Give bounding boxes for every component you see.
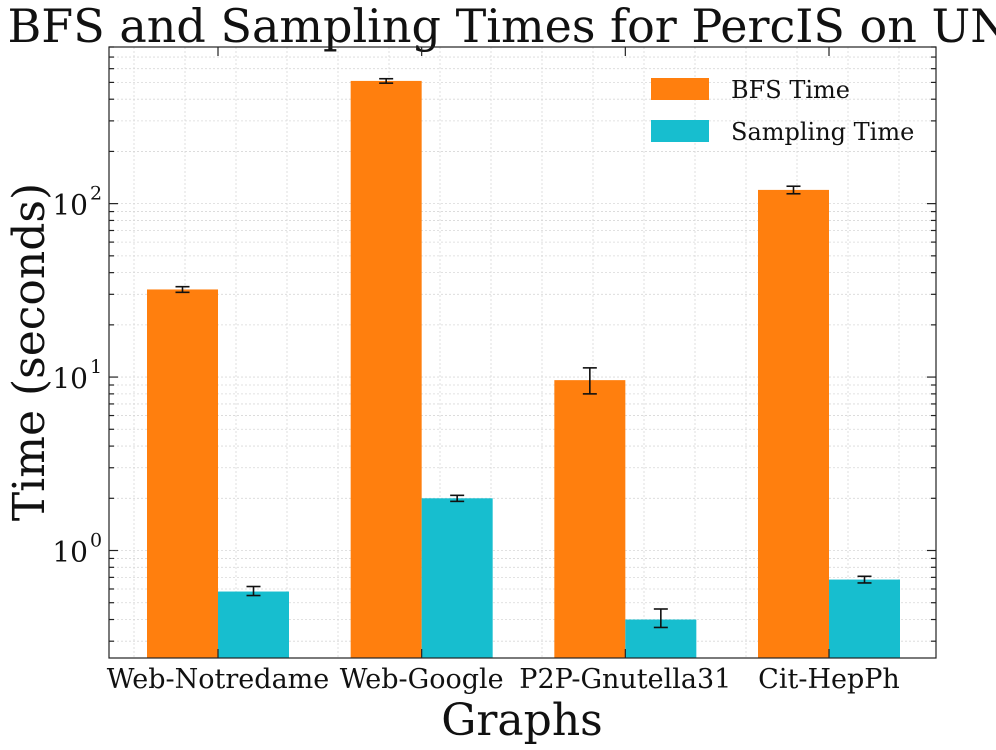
axis-ticks (109, 46, 936, 658)
category-label: Web-Notredame (107, 664, 330, 695)
y-tick-base: 10 (52, 189, 88, 222)
legend-label: Sampling Time (731, 118, 914, 146)
error-bars (175, 77, 872, 629)
bar-bfs-time (350, 80, 422, 658)
y-tick-exponent: 2 (90, 183, 102, 205)
y-tick-base: 10 (52, 536, 88, 569)
x-tick-labels: Web-Notredame Web-Google P2P-Gnutella31 Cit… (107, 664, 900, 695)
legend: BFS Time Sampling Time (651, 76, 914, 146)
y-tick-exponent: 1 (90, 356, 102, 378)
bar-sampling-time (218, 591, 289, 658)
y-tick-label: 10 1 (52, 356, 102, 395)
bar-sampling-time (421, 498, 493, 658)
legend-swatch (651, 78, 709, 100)
y-tick-exponent: 0 (90, 530, 102, 552)
bar-sampling-time (829, 579, 900, 658)
bars (147, 80, 900, 658)
y-tick-label: 10 0 (52, 530, 102, 569)
category-label: Cit-HepPh (758, 664, 900, 695)
legend-label: BFS Time (731, 76, 850, 104)
bar-bfs-time (147, 289, 218, 658)
y-axis-label: Time (seconds) (4, 183, 55, 521)
x-axis-label: Graphs (441, 695, 603, 746)
category-label: Web-Google (340, 664, 504, 695)
category-label: P2P-Gnutella31 (519, 664, 731, 695)
legend-swatch (651, 120, 709, 142)
axes-frame (108, 46, 937, 659)
y-tick-base: 10 (52, 362, 88, 395)
y-tick-label: 10 2 (52, 183, 102, 222)
bar-bfs-time (758, 189, 829, 658)
chart-title: BFS and Sampling Times for PercIS on UN (7, 0, 996, 53)
bar-bfs-time (554, 380, 626, 658)
